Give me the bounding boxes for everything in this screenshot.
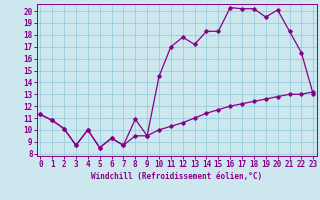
X-axis label: Windchill (Refroidissement éolien,°C): Windchill (Refroidissement éolien,°C) [91,172,262,181]
